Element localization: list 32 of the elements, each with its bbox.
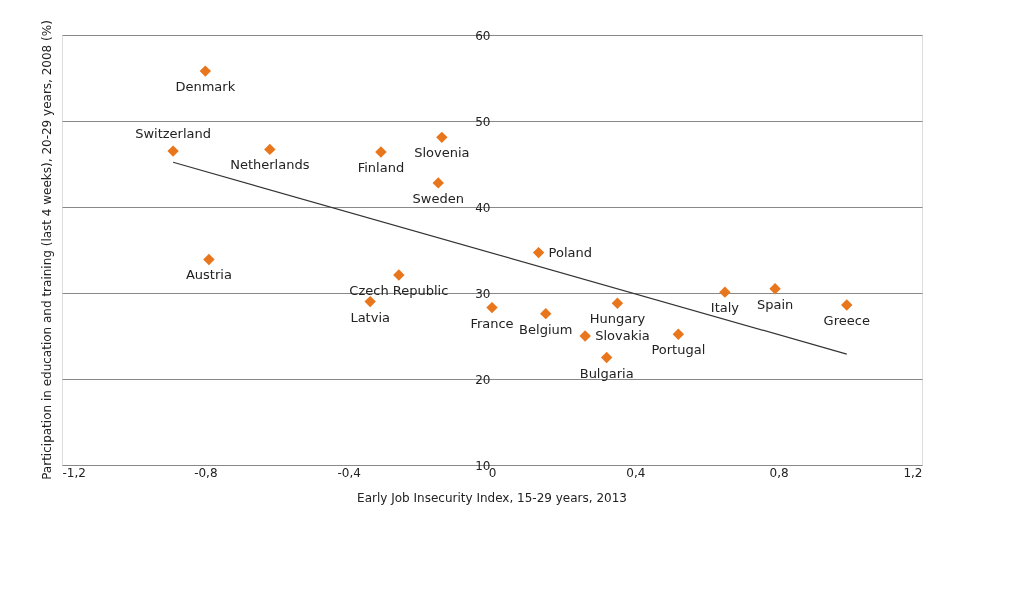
annotation: Latvia xyxy=(350,309,390,325)
x-tick-label: 1,2 xyxy=(903,465,923,480)
annotation: Italy xyxy=(710,300,740,316)
annotation: Denmark xyxy=(175,79,236,95)
x-tick-label: -0,8 xyxy=(194,465,218,480)
annotation: Slovenia xyxy=(414,145,470,161)
annotation: Hungary xyxy=(589,311,646,327)
annotation: Netherlands xyxy=(230,157,310,173)
annotation: Switzerland xyxy=(135,126,212,142)
x-tick-label: 0,8 xyxy=(769,465,789,480)
annotation: Belgium xyxy=(519,321,573,337)
x-tick-label: 0,4 xyxy=(626,465,646,480)
annotation: Portugal xyxy=(651,342,706,358)
x-axis-title: Early Job Insecurity Index, 15-29 years, 2013 xyxy=(357,491,627,505)
annotation: Bulgaria xyxy=(579,365,634,381)
annotation: Slovakia xyxy=(595,328,650,343)
annotation: Finland xyxy=(357,159,405,175)
annotation: France xyxy=(470,315,514,331)
annotation: Austria xyxy=(185,267,232,283)
y-tick-label: 40 xyxy=(475,200,491,215)
annotation: Poland xyxy=(548,244,592,260)
x-tick-label: -1,2 xyxy=(62,465,86,480)
x-tick-label: -0,4 xyxy=(337,465,361,480)
annotation: Spain xyxy=(756,296,794,312)
y-tick-label: 30 xyxy=(475,286,491,301)
annotation: Czech Republic xyxy=(349,282,449,298)
y-tick-label: 50 xyxy=(475,114,491,129)
y-tick-label: 20 xyxy=(475,372,491,387)
annotation: Greece xyxy=(823,313,870,329)
annotation: Sweden xyxy=(412,190,464,206)
y-axis-title: Participation in education and training (last 4 weeks), 20-29 years, 2008 (%) xyxy=(40,20,54,480)
y-tick-label: 60 xyxy=(475,28,491,43)
